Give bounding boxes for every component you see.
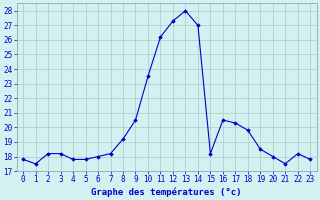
X-axis label: Graphe des températures (°c): Graphe des températures (°c) — [92, 187, 242, 197]
